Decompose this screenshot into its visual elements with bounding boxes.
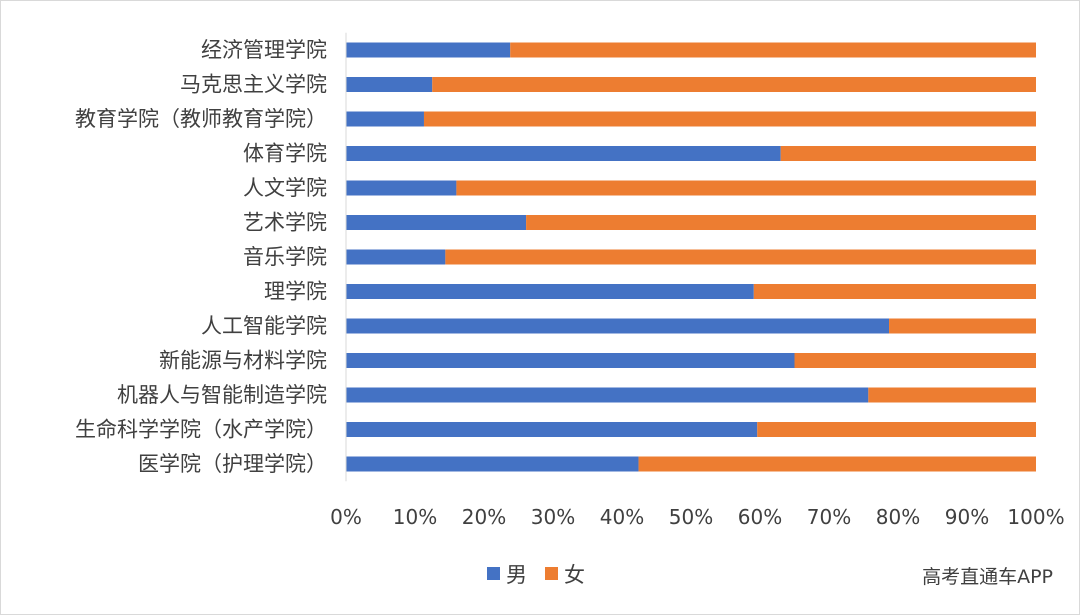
- legend-swatch-female: [545, 567, 558, 580]
- bar-segment-female-3: [780, 146, 1036, 161]
- watermark-text: 高考直通车APP: [922, 566, 1053, 588]
- category-label: 教育学院（教师教育学院）: [75, 107, 327, 131]
- category-label: 体育学院: [243, 142, 327, 166]
- bar-segment-male-9: [346, 353, 795, 368]
- category-label: 生命科学学院（水产学院）: [75, 418, 327, 442]
- bar-segment-male-8: [346, 318, 890, 334]
- category-label: 人文学院: [243, 176, 327, 200]
- bar-segment-female-12: [638, 456, 1036, 472]
- bar-segment-female-0: [510, 42, 1037, 58]
- plot-area: [345, 32, 1037, 482]
- bar-segment-male-10: [346, 387, 869, 403]
- x-tick-label: 90%: [945, 505, 989, 529]
- x-tick-label: 40%: [600, 505, 644, 529]
- x-tick-label: 20%: [462, 505, 506, 529]
- bar-segment-female-8: [889, 318, 1036, 334]
- bar-segment-male-7: [346, 284, 754, 299]
- bar-segment-female-4: [456, 180, 1036, 196]
- bar-segment-female-9: [794, 353, 1036, 368]
- category-label: 经济管理学院: [201, 38, 327, 62]
- bar-segment-female-10: [868, 387, 1036, 403]
- bar-segment-male-6: [346, 249, 446, 265]
- bar-segment-female-2: [423, 111, 1037, 127]
- x-tick-label: 10%: [393, 505, 437, 529]
- bar-segment-male-4: [346, 180, 457, 196]
- bar-segment-male-11: [346, 422, 758, 437]
- legend-label-male: 男: [506, 563, 527, 587]
- category-label: 理学院: [264, 280, 327, 304]
- bar-segment-female-6: [445, 249, 1036, 265]
- bar-segment-male-12: [346, 456, 639, 472]
- bar-segment-female-1: [432, 77, 1036, 92]
- bar-segment-male-5: [346, 215, 527, 230]
- category-label: 艺术学院: [243, 211, 327, 235]
- bar-segment-male-2: [346, 111, 424, 127]
- x-tick-label: 70%: [807, 505, 851, 529]
- bar-segment-male-1: [346, 77, 433, 92]
- legend: 男女: [487, 563, 585, 587]
- legend-swatch-male: [487, 567, 500, 580]
- category-label: 新能源与材料学院: [159, 349, 327, 373]
- category-label: 机器人与智能制造学院: [117, 383, 327, 407]
- category-label: 音乐学院: [243, 245, 327, 269]
- category-label: 医学院（护理学院）: [138, 452, 327, 476]
- x-tick-label: 50%: [669, 505, 713, 529]
- x-axis-ticks: 0% 10% 20% 30% 40% 50% 60% 70% 80% 90% 100%: [330, 505, 1064, 529]
- bar-segment-female-7: [753, 284, 1036, 299]
- category-label: 人工智能学院: [201, 314, 327, 338]
- x-tick-label: 60%: [738, 505, 782, 529]
- x-tick-label: 0%: [330, 505, 362, 529]
- x-tick-label: 80%: [876, 505, 920, 529]
- bar-segment-male-3: [346, 146, 781, 161]
- legend-label-female: 女: [564, 563, 585, 587]
- x-tick-label: 100%: [1007, 505, 1064, 529]
- x-tick-label: 30%: [531, 505, 575, 529]
- bar-segment-female-11: [757, 422, 1036, 437]
- bar-segment-male-0: [346, 42, 511, 58]
- bar-segment-female-5: [526, 215, 1036, 230]
- category-label: 马克思主义学院: [180, 73, 327, 97]
